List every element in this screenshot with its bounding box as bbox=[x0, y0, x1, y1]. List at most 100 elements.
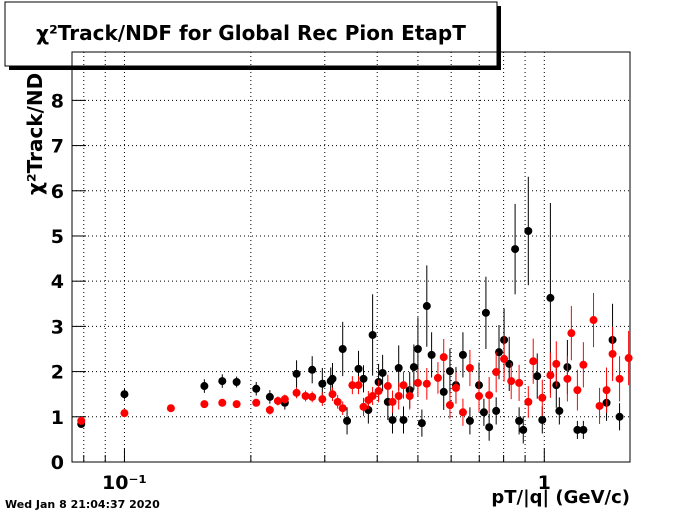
data-point bbox=[555, 406, 564, 415]
data-point bbox=[465, 363, 474, 372]
title-box bbox=[4, 1, 498, 67]
data-point bbox=[333, 397, 342, 406]
data-point bbox=[602, 386, 611, 395]
data-point bbox=[529, 357, 538, 366]
data-point bbox=[292, 369, 301, 378]
data-point bbox=[511, 245, 520, 254]
data-point bbox=[252, 384, 261, 393]
data-point bbox=[494, 348, 503, 357]
data-point bbox=[485, 423, 494, 432]
data-point bbox=[166, 404, 175, 413]
x-tick-label: 10⁻¹ bbox=[102, 472, 147, 494]
y-tick-label: 1 bbox=[51, 407, 64, 429]
data-point bbox=[413, 378, 422, 387]
data-point bbox=[546, 293, 555, 302]
data-point bbox=[485, 391, 494, 400]
data-point bbox=[200, 382, 209, 391]
data-point bbox=[413, 344, 422, 353]
data-point bbox=[374, 387, 383, 396]
data-point bbox=[120, 390, 129, 399]
data-point bbox=[507, 377, 516, 386]
data-point bbox=[383, 382, 392, 391]
data-point bbox=[378, 368, 387, 377]
data-point bbox=[359, 374, 368, 383]
data-point bbox=[439, 387, 448, 396]
data-point bbox=[524, 227, 533, 236]
y-axis-label: χ²Track/ND bbox=[23, 73, 47, 195]
data-point bbox=[451, 383, 460, 392]
plot-frame bbox=[71, 51, 631, 463]
data-point bbox=[552, 359, 561, 368]
data-point bbox=[218, 398, 227, 407]
date-footer: Wed Jan 8 21:04:37 2020 bbox=[5, 498, 160, 511]
data-point bbox=[439, 353, 448, 362]
data-point bbox=[458, 350, 467, 359]
data-point bbox=[399, 381, 408, 390]
data-point bbox=[338, 344, 347, 353]
data-point bbox=[200, 400, 209, 409]
data-point bbox=[538, 415, 547, 424]
data-point bbox=[318, 395, 327, 404]
data-point bbox=[301, 392, 310, 401]
data-point bbox=[368, 392, 377, 401]
data-point bbox=[475, 392, 484, 401]
data-point bbox=[328, 374, 337, 383]
data-point bbox=[328, 390, 337, 399]
data-point bbox=[563, 374, 572, 383]
plot-area: 0 1 2 3 4 5 6 7 8 10⁻¹ 1 bbox=[51, 51, 633, 494]
data-point bbox=[515, 416, 524, 425]
data-point bbox=[265, 406, 274, 415]
data-point bbox=[232, 377, 241, 386]
data-point bbox=[465, 416, 474, 425]
data-point bbox=[608, 349, 617, 358]
data-point bbox=[427, 350, 436, 359]
data-point bbox=[399, 415, 408, 424]
data-point bbox=[579, 425, 588, 434]
data-point bbox=[308, 365, 317, 374]
data-point bbox=[595, 401, 604, 410]
data-point bbox=[308, 392, 317, 401]
data-point bbox=[273, 396, 282, 405]
data-point bbox=[458, 408, 467, 417]
x-axis-label: pT/|q| (GeV/c) bbox=[491, 487, 630, 508]
data-point bbox=[394, 363, 403, 372]
data-point bbox=[318, 379, 327, 388]
y-tick-label: 8 bbox=[51, 90, 64, 112]
data-point bbox=[524, 397, 533, 406]
y-tick-label: 2 bbox=[51, 362, 64, 384]
data-point bbox=[405, 392, 414, 401]
y-tick-label: 0 bbox=[51, 452, 64, 474]
data-point bbox=[388, 415, 397, 424]
data-point bbox=[265, 392, 274, 401]
data-point bbox=[394, 392, 403, 401]
data-point bbox=[500, 354, 509, 363]
data-point bbox=[292, 388, 301, 397]
data-point bbox=[573, 425, 582, 434]
y-tick-label: 7 bbox=[51, 136, 64, 158]
data-point bbox=[479, 408, 488, 417]
data-point bbox=[359, 402, 368, 411]
data-point bbox=[546, 371, 555, 380]
x-tick-label: 1 bbox=[538, 472, 551, 494]
data-point bbox=[515, 378, 524, 387]
data-point bbox=[519, 425, 528, 434]
data-point bbox=[417, 419, 426, 428]
data-point bbox=[280, 395, 289, 404]
y-tick-label: 6 bbox=[51, 181, 64, 203]
data-point bbox=[567, 329, 576, 338]
y-tick-label: 5 bbox=[51, 226, 64, 248]
data-point bbox=[433, 373, 442, 382]
y-tick-label: 3 bbox=[51, 316, 64, 338]
data-point bbox=[579, 360, 588, 369]
data-point bbox=[368, 330, 377, 339]
data-point bbox=[615, 412, 624, 421]
data-point bbox=[120, 409, 129, 418]
data-point bbox=[422, 302, 431, 311]
data-point bbox=[481, 308, 490, 317]
data-point bbox=[388, 397, 397, 406]
data-point bbox=[445, 367, 454, 376]
data-point bbox=[492, 368, 501, 377]
data-point bbox=[348, 381, 357, 390]
data-point bbox=[343, 416, 352, 425]
